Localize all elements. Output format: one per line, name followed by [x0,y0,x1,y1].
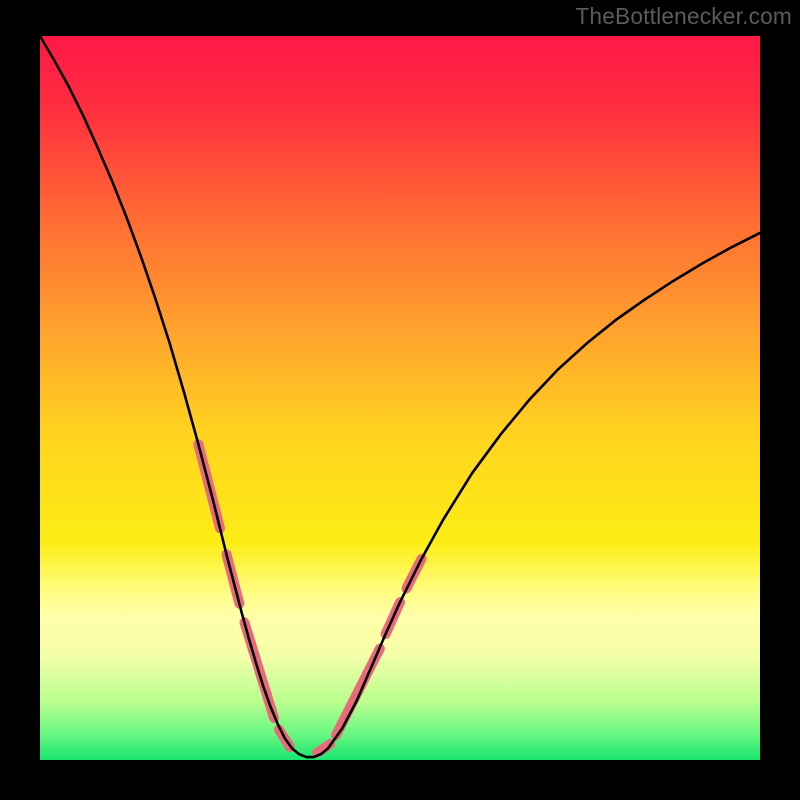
watermark-text: TheBottlenecker.com [575,3,792,30]
chart-svg [0,0,800,800]
chart-root: TheBottlenecker.com [0,0,800,800]
plot-background [40,36,760,760]
